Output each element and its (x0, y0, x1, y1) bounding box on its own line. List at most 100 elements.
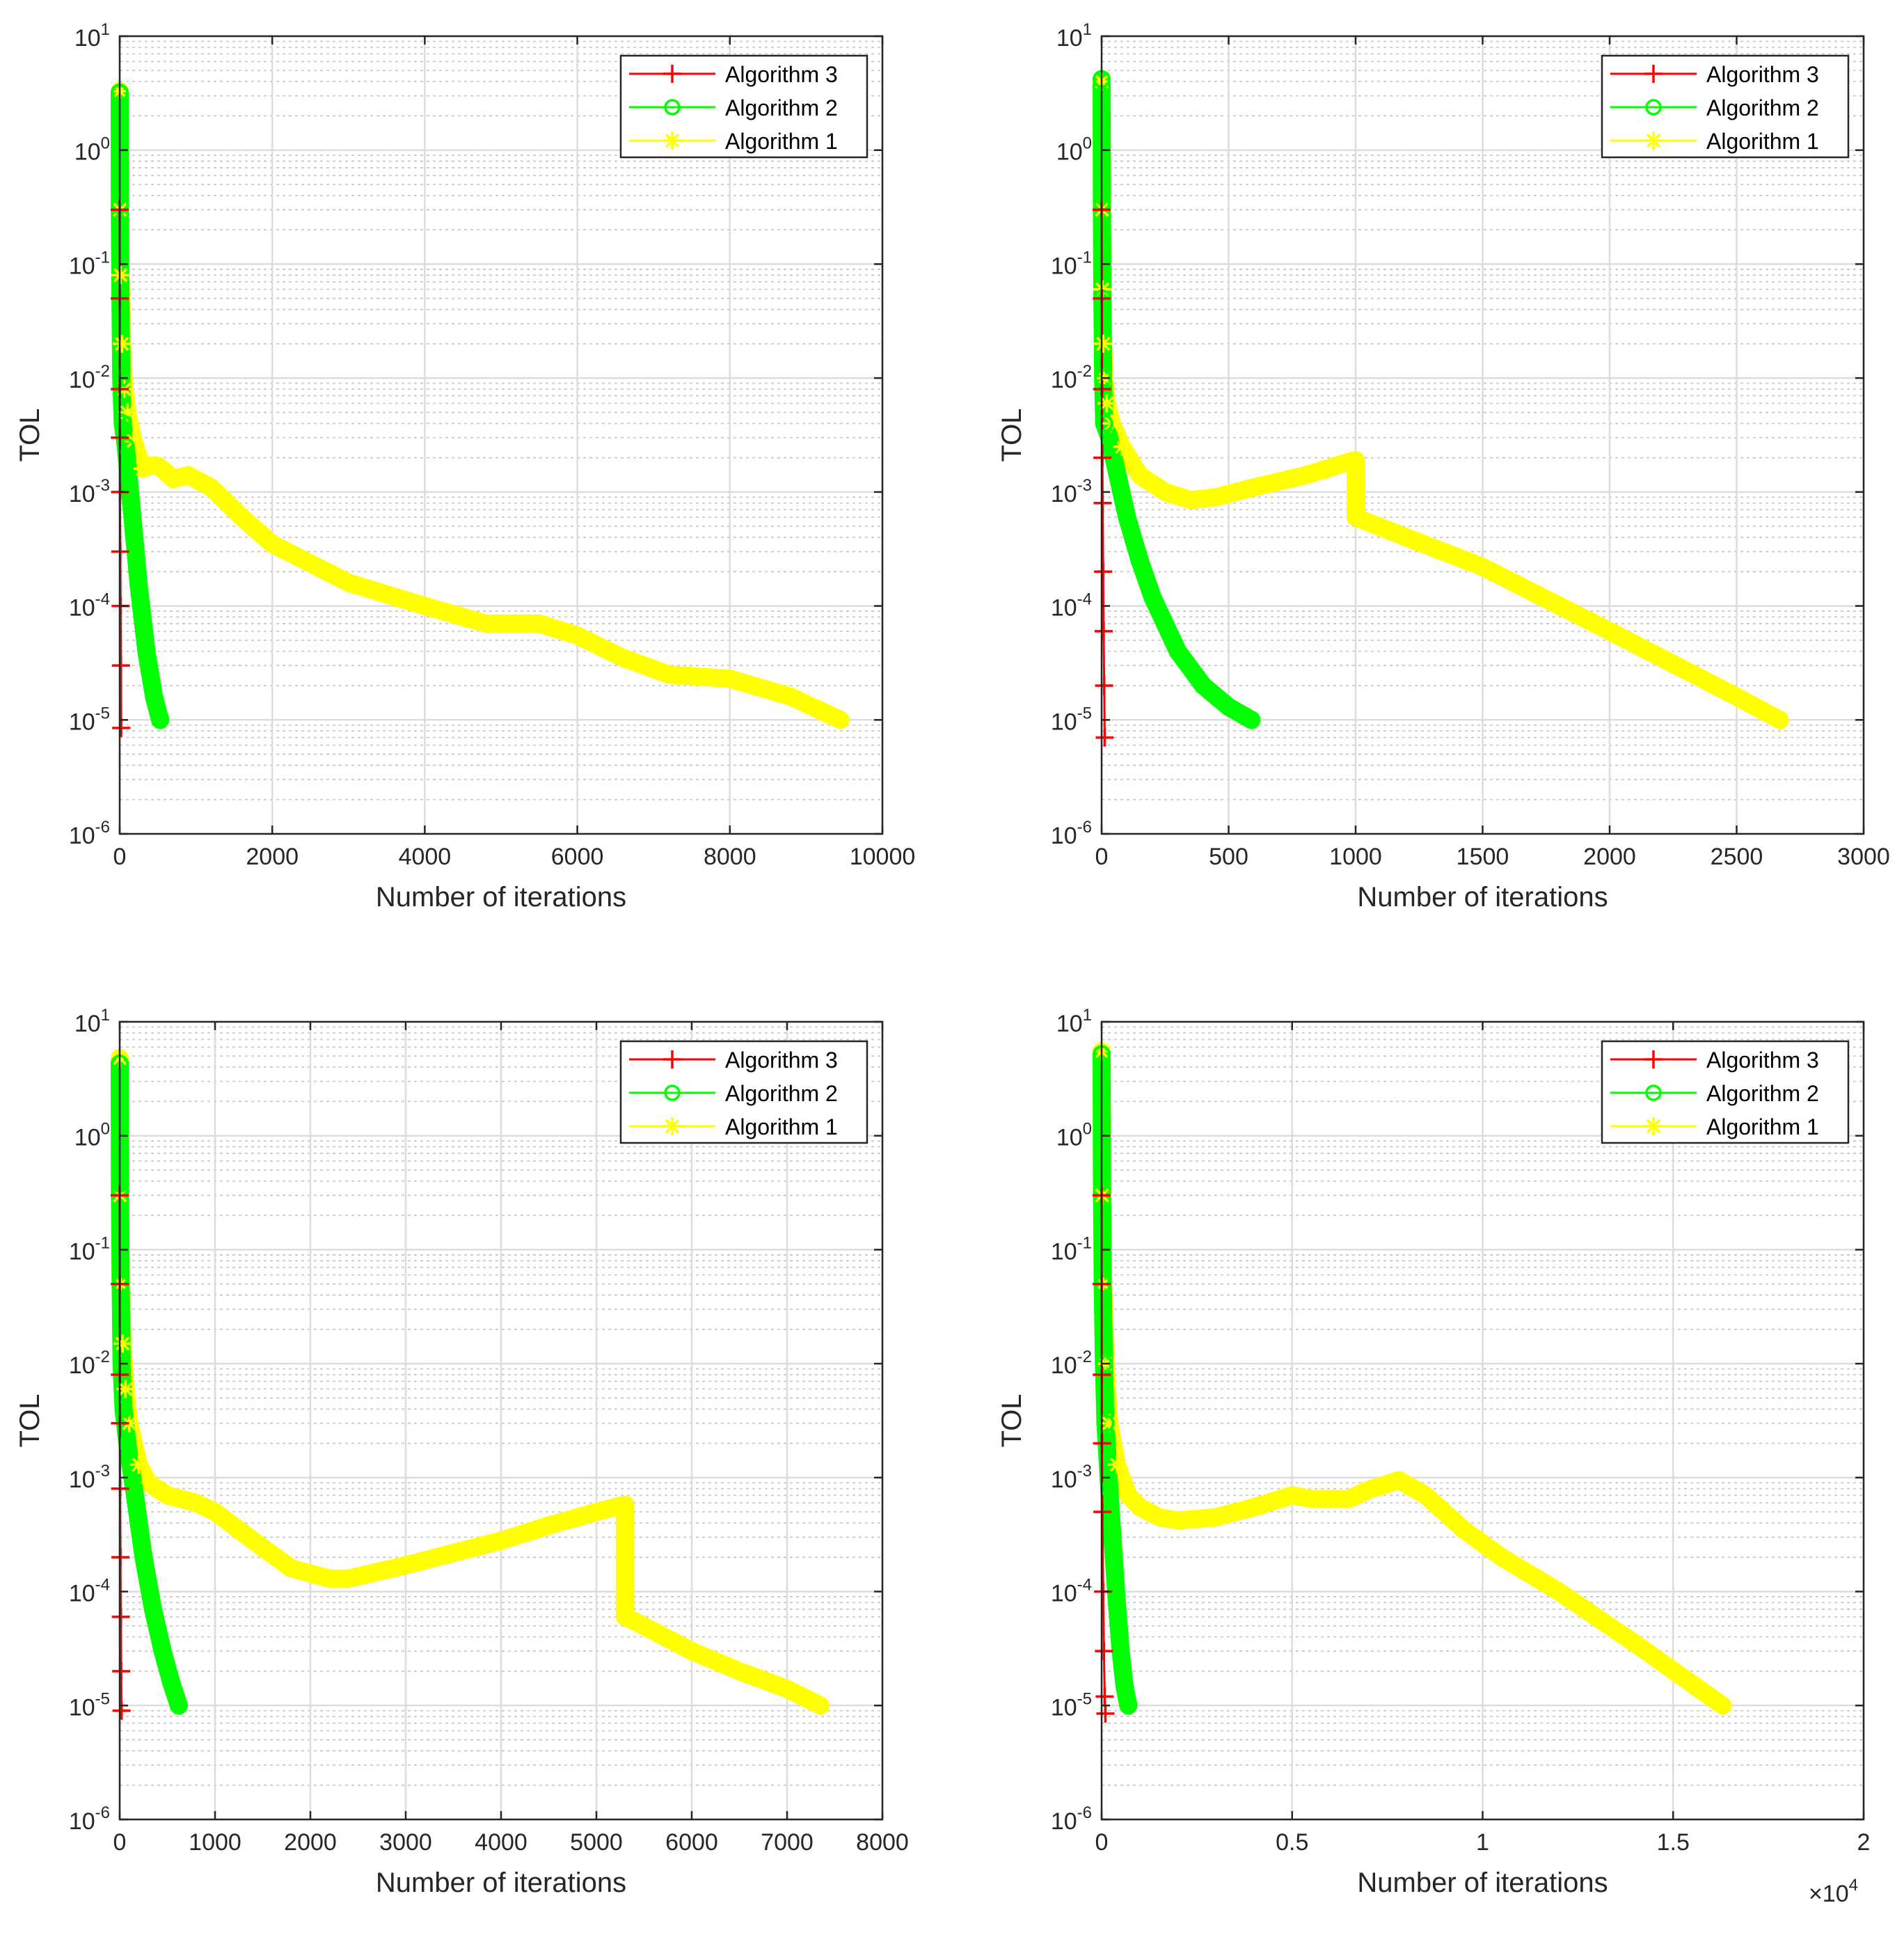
x-tick-label: 6000 (551, 844, 604, 870)
series-marker-algorithm-3 (1095, 677, 1113, 695)
series-marker-algorithm-3 (1096, 1704, 1115, 1723)
series-marker-algorithm-1 (1245, 1498, 1263, 1517)
x-tick-label: 0 (113, 1829, 127, 1856)
legend-marker-algorithm-1 (1644, 1117, 1663, 1135)
series-marker-algorithm-2 (114, 1400, 133, 1419)
series-marker-algorithm-1 (1390, 1471, 1409, 1490)
x-tick-label: 1500 (1457, 844, 1509, 870)
series-marker-algorithm-3 (112, 718, 131, 737)
legend-marker-algorithm-2 (1645, 1084, 1662, 1101)
y-axis-title: TOL (997, 1393, 1027, 1447)
y-tick-label: 101 (1056, 1006, 1092, 1037)
x-tick-label: 1.5 (1657, 1829, 1690, 1856)
series-marker-algorithm-1 (263, 535, 282, 553)
y-tick-label: 100 (74, 134, 110, 166)
series-marker-algorithm-1 (1416, 1486, 1435, 1505)
series-marker-algorithm-3 (111, 1607, 130, 1626)
x-tick-label: 2500 (1711, 844, 1763, 870)
series-marker-algorithm-1 (539, 1516, 558, 1535)
y-tick-label: 10-3 (69, 1462, 110, 1493)
legend-marker-algorithm-2 (664, 99, 681, 116)
legend-label-3: Algorithm 1 (725, 129, 838, 154)
series-marker-algorithm-1 (720, 670, 739, 688)
series-marker-algorithm-2 (161, 1673, 180, 1691)
series-marker-algorithm-1 (625, 1612, 644, 1631)
series-marker-algorithm-1 (616, 1495, 635, 1514)
series-marker-algorithm-1 (1113, 437, 1132, 456)
y-axis-title: TOL (997, 408, 1027, 461)
legend-marker-algorithm-1 (663, 1117, 681, 1135)
legend-label-1: Algorithm 3 (1706, 62, 1819, 87)
y-tick-label: 10-6 (69, 818, 110, 849)
x-tick-label: 2000 (246, 844, 299, 870)
x-tick-label: 6000 (665, 1829, 718, 1856)
series-marker-algorithm-2 (129, 576, 148, 595)
series-marker-algorithm-2 (116, 437, 135, 456)
y-tick-label: 10-6 (1051, 818, 1092, 849)
series-marker-algorithm-1 (730, 1662, 749, 1680)
x-tick-label: 2 (1857, 1829, 1871, 1856)
series-marker-algorithm-1 (120, 1414, 138, 1432)
x-axis-title: Number of iterations (376, 882, 626, 913)
series-marker-algorithm-1 (831, 711, 850, 729)
series-marker-algorithm-2 (113, 414, 132, 433)
y-tick-label: 100 (1056, 1120, 1092, 1151)
series-marker-algorithm-2 (1143, 587, 1161, 606)
y-tick-label: 10-6 (69, 1803, 110, 1835)
x-tick-label: 1000 (189, 1829, 241, 1856)
series-marker-algorithm-1 (683, 1642, 701, 1661)
series-marker-algorithm-1 (1207, 488, 1225, 507)
series-marker-algorithm-1 (782, 687, 800, 706)
series-marker-algorithm-3 (1095, 1642, 1113, 1661)
legend-marker-algorithm-3 (1644, 65, 1663, 83)
series-marker-algorithm-2 (112, 1354, 131, 1373)
axes-frame (118, 35, 884, 835)
series-marker-algorithm-1 (339, 1569, 358, 1588)
legend-label-2: Algorithm 2 (725, 1081, 838, 1106)
series-marker-algorithm-1 (1347, 451, 1365, 470)
series-marker-algorithm-1 (206, 1503, 224, 1522)
y-tick-label: 10-2 (69, 1348, 110, 1379)
series-marker-algorithm-2 (1107, 463, 1126, 482)
y-tick-label: 10-2 (1051, 362, 1092, 393)
series-marker-algorithm-1 (477, 614, 495, 633)
x-tick-label: 0 (1095, 844, 1109, 870)
x-tick-label: 1000 (1329, 844, 1382, 870)
series-marker-algorithm-2 (1096, 1414, 1115, 1432)
x-tick-label: 500 (1209, 844, 1248, 870)
y-tick-label: 10-3 (1051, 476, 1092, 507)
x-tick-label: 5000 (570, 1829, 623, 1856)
y-tick-label: 10-1 (69, 1233, 110, 1265)
series-marker-algorithm-1 (1601, 622, 1619, 640)
x-tick-label: 0 (113, 844, 127, 870)
series-marker-algorithm-1 (1347, 508, 1365, 527)
series-marker-algorithm-2 (145, 687, 164, 706)
series-marker-algorithm-1 (492, 1531, 510, 1550)
x-tick-label: 2000 (284, 1829, 337, 1856)
series-marker-algorithm-2 (1130, 551, 1149, 570)
x-tick-label: 10000 (850, 844, 916, 870)
legend-label-3: Algorithm 1 (1706, 129, 1819, 154)
series-marker-algorithm-1 (1150, 1508, 1168, 1526)
series-marker-algorithm-2 (1095, 1354, 1113, 1373)
series-marker-algorithm-3 (111, 656, 130, 675)
series-marker-algorithm-1 (124, 432, 143, 450)
series-marker-algorithm-1 (1207, 1508, 1225, 1526)
series-marker-algorithm-1 (244, 1531, 262, 1550)
series-marker-algorithm-2 (1168, 642, 1187, 661)
series-marker-algorithm-2 (1115, 1676, 1134, 1695)
legend-label-1: Algorithm 3 (725, 1048, 838, 1073)
series-marker-algorithm-3 (1095, 728, 1114, 747)
series-marker-algorithm-1 (530, 614, 548, 633)
x-axis-title: Number of iterations (1357, 882, 1608, 913)
series-marker-algorithm-1 (202, 478, 221, 497)
x-axis-title: Number of iterations (376, 1867, 626, 1898)
series-marker-algorithm-2 (143, 1600, 162, 1618)
series-marker-algorithm-1 (1097, 394, 1116, 413)
series-marker-algorithm-1 (179, 466, 198, 484)
series-marker-algorithm-1 (320, 1569, 339, 1588)
y-axis-title: TOL (15, 408, 45, 461)
series-marker-algorithm-1 (1130, 1498, 1149, 1517)
series-marker-algorithm-1 (614, 649, 633, 668)
